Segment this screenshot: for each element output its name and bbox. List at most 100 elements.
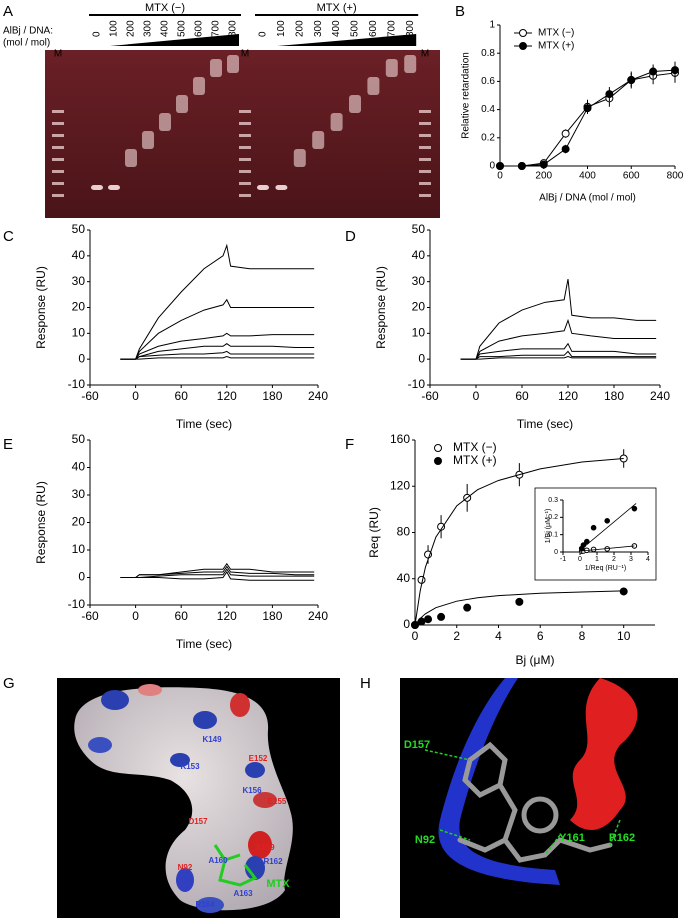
x-tick-label: -60 [81, 389, 99, 403]
data-point [590, 524, 597, 531]
y-tick-label: 0.2 [548, 514, 558, 521]
y-tick-label: -10 [68, 597, 86, 611]
y-tick-label: 30 [72, 487, 86, 501]
y-tick-label: 0 [418, 351, 425, 365]
data-point [496, 162, 504, 170]
lane-label: 800 [228, 20, 239, 37]
panel-letter: B [455, 3, 465, 20]
series-line [579, 545, 635, 552]
legend-label: MTX (+) [538, 41, 574, 52]
y-axis-label: Response (RU) [34, 266, 48, 349]
ladder-band [239, 194, 251, 197]
panel-letter: E [3, 436, 13, 453]
ladder-band [419, 194, 431, 197]
x-axis-label: AlBj / DNA (mol / mol) [539, 193, 636, 204]
residue-label: R164 [195, 900, 215, 909]
series-line [120, 562, 315, 578]
panel-letter: A [3, 3, 13, 20]
x-axis-label: Bj (μM) [516, 653, 555, 667]
y-axis-label: 1/Bj (μM⁻¹) [545, 509, 552, 544]
legend-label: MTX (−) [538, 28, 574, 39]
beta-strand [438, 678, 560, 885]
marker-label: M [54, 49, 62, 60]
y-tick-label: 20 [72, 300, 86, 314]
ladder-band [52, 158, 64, 161]
band [275, 185, 288, 190]
series-line [120, 568, 315, 578]
lane-label: 200 [126, 20, 137, 37]
band [108, 185, 120, 190]
ladder-band [419, 146, 431, 149]
data-point [649, 67, 658, 76]
ladder-band [239, 122, 251, 125]
lane-label: 200 [294, 20, 305, 37]
ladder-band [419, 122, 431, 125]
x-tick-label: 2 [612, 556, 616, 563]
y-tick-label: 40 [397, 571, 411, 585]
band [349, 95, 361, 113]
lane-label: 400 [331, 20, 342, 37]
ladder-band [52, 194, 64, 197]
series-line [120, 565, 315, 578]
residue-label: D157 [404, 739, 430, 751]
y-tick-label: 0 [489, 161, 495, 172]
band [385, 59, 398, 77]
data-point [424, 550, 433, 559]
x-axis-label: Time (sec) [176, 417, 232, 431]
y-tick-label: 20 [412, 300, 426, 314]
residue-label: E155 [268, 797, 287, 806]
y-tick-label: 0 [78, 351, 85, 365]
series-line [460, 350, 657, 360]
data-point [671, 66, 679, 75]
x-tick-label: 60 [175, 389, 189, 403]
panel-letter: G [3, 675, 15, 692]
legend-marker [519, 42, 527, 50]
y-tick-label: 50 [72, 432, 86, 446]
band [404, 55, 417, 73]
ligand-sticks [457, 741, 613, 863]
x-axis-label: 1/Req (RU⁻¹) [585, 565, 626, 572]
x-tick-label: 800 [667, 171, 684, 182]
data-point [561, 145, 570, 154]
y-tick-label: -10 [68, 377, 86, 391]
band [257, 185, 269, 190]
residue-label: A160 [208, 856, 228, 865]
data-point [515, 597, 524, 606]
marker-label: M [421, 49, 429, 60]
x-tick-label: 3 [629, 556, 633, 563]
y-tick-label: 30 [72, 274, 86, 288]
data-point [627, 75, 636, 84]
residue-label: N92 [415, 834, 435, 846]
y-tick-label: 20 [72, 515, 86, 529]
residue-label: E152 [249, 754, 268, 763]
data-point [539, 160, 548, 169]
series-line [120, 343, 315, 360]
h-bonds [424, 749, 621, 856]
panel-letter: F [345, 436, 354, 453]
ladder-band [239, 182, 251, 185]
group-label: MTX (+) [317, 2, 357, 14]
data-point [631, 505, 638, 512]
band [193, 77, 205, 95]
ladder-band [239, 170, 251, 173]
data-point [561, 129, 570, 138]
residue-label: K153 [180, 762, 200, 771]
y-tick-label: 160 [390, 432, 410, 446]
data-point [437, 612, 446, 621]
x-tick-label: 400 [579, 171, 596, 182]
x-axis-label: Time (sec) [517, 417, 573, 431]
lane-label: 700 [386, 20, 397, 37]
lane-label: 0 [258, 31, 269, 37]
y-tick-label: 0.1 [548, 532, 558, 539]
helix [570, 678, 638, 830]
y-tick-label: 40 [72, 460, 86, 474]
band [176, 95, 188, 113]
y-tick-label: 80 [397, 525, 411, 539]
mtx-ligand [213, 844, 258, 887]
legend-label: MTX (+) [453, 453, 497, 467]
band [293, 149, 306, 167]
residue-label: K149 [202, 735, 222, 744]
x-axis-label: Time (sec) [176, 637, 232, 651]
lane-label: 500 [350, 20, 361, 37]
ladder-band [52, 146, 64, 149]
